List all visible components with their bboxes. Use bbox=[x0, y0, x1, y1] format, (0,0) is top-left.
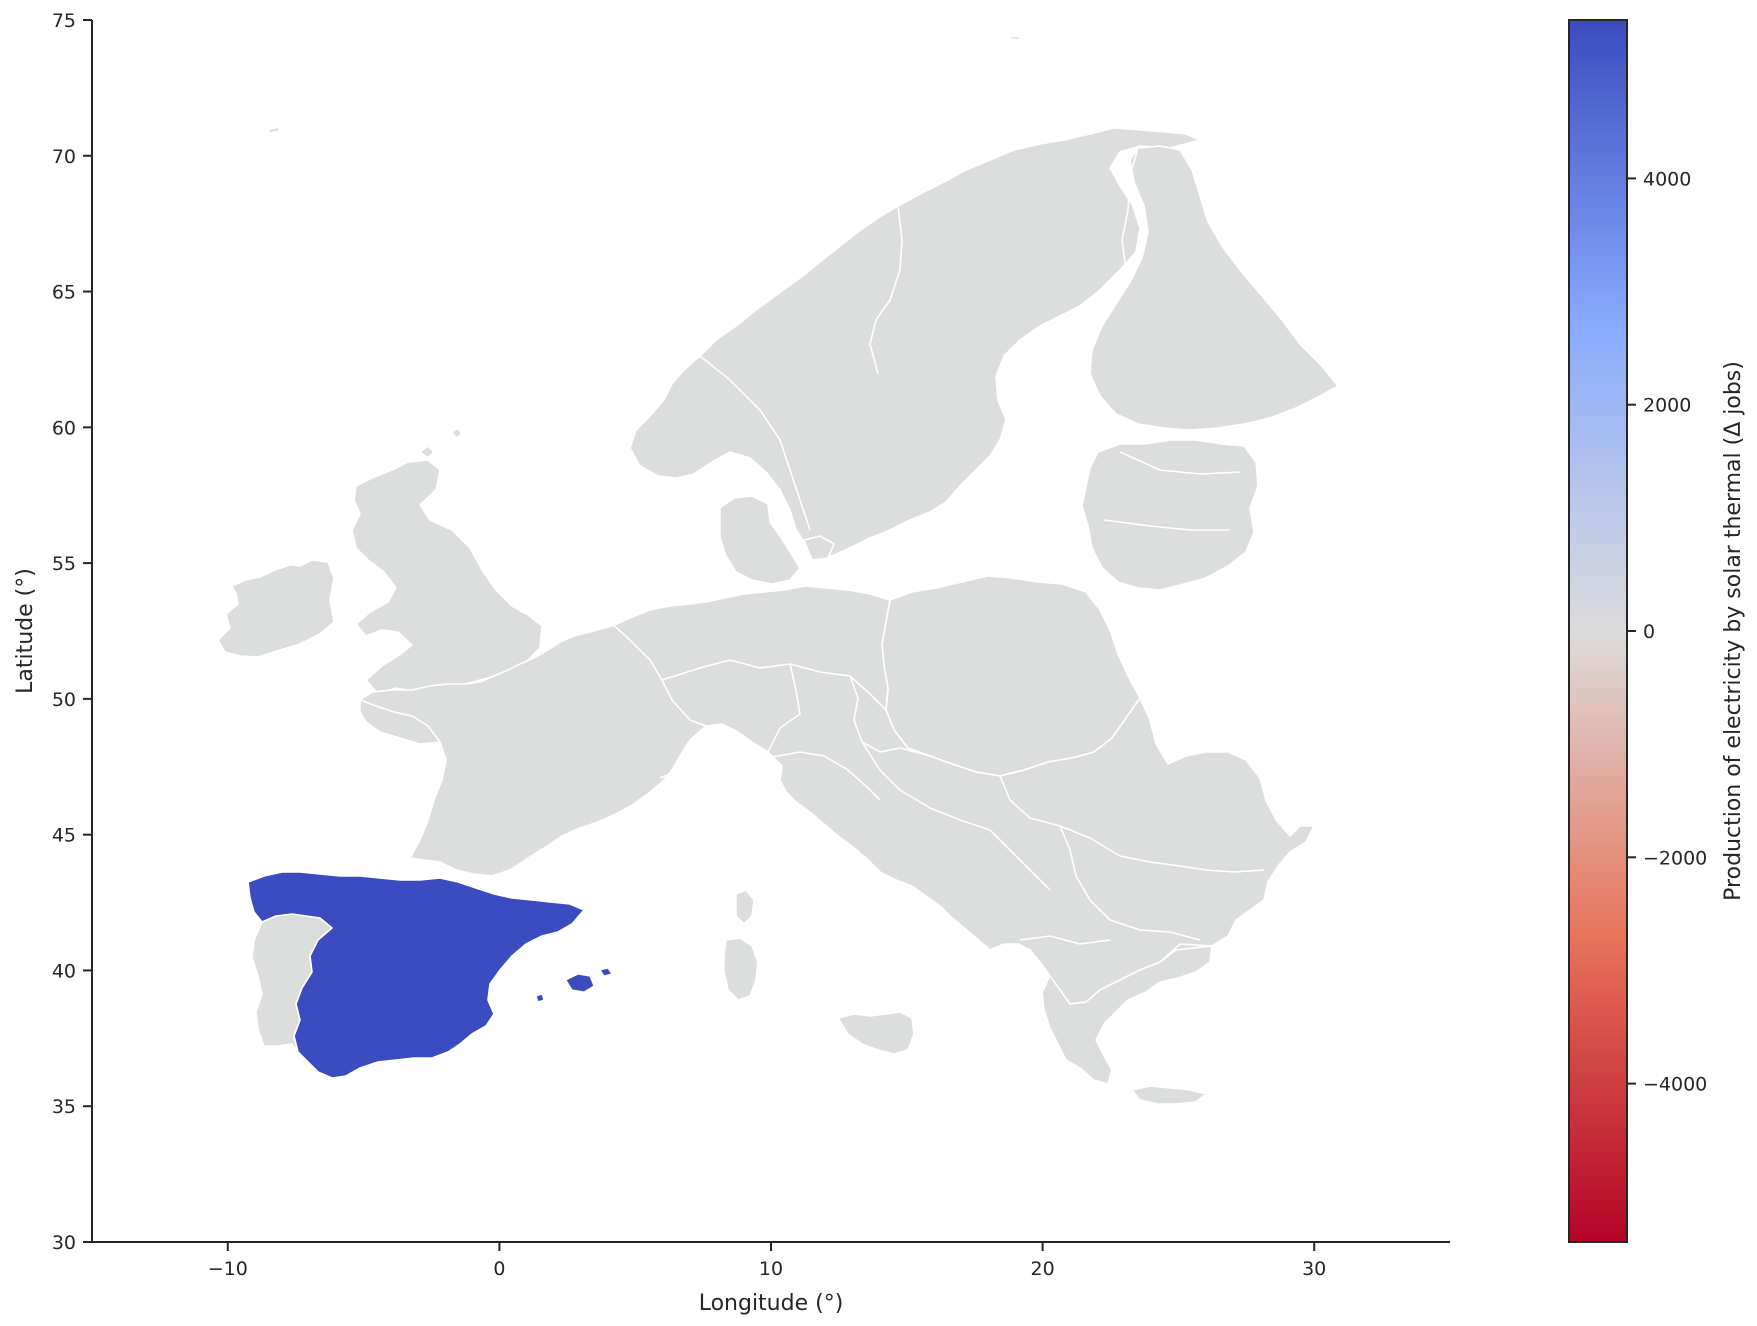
x-tick-label: 30 bbox=[1302, 1258, 1326, 1280]
x-tick-label: −10 bbox=[208, 1258, 248, 1280]
x-tick-label: 0 bbox=[493, 1258, 505, 1280]
x-axis-label: Longitude (°) bbox=[699, 1291, 844, 1316]
colorbar-tick-label: 0 bbox=[1643, 621, 1655, 643]
region-denmark bbox=[719, 495, 835, 585]
colorbar-tick-label: 2000 bbox=[1643, 395, 1691, 417]
region-scotland-islands bbox=[419, 427, 463, 459]
x-ticks: −10 0 10 20 30 bbox=[208, 1242, 1326, 1280]
region-spain bbox=[247, 871, 585, 1079]
y-ticks: 30 35 40 45 50 55 60 65 70 75 bbox=[52, 10, 92, 1254]
colorbar: −4000 −2000 0 2000 4000 Production of electr… bbox=[1568, 19, 1746, 1243]
alpine-borders bbox=[659, 751, 881, 801]
y-tick-label: 35 bbox=[52, 1096, 76, 1118]
colorbar-label: Production of electricity by solar therm… bbox=[1721, 361, 1746, 901]
y-tick-label: 45 bbox=[52, 825, 76, 847]
region-balearic-islands bbox=[535, 967, 613, 1003]
region-sardinia bbox=[723, 937, 759, 1001]
map-axes: −10 0 10 20 30 30 35 40 45 50 55 60 65 70 75 Longitud… bbox=[13, 10, 1450, 1316]
country-borders bbox=[609, 147, 1265, 963]
y-tick-label: 65 bbox=[52, 282, 76, 304]
region-ireland bbox=[217, 559, 335, 658]
y-tick-label: 60 bbox=[52, 417, 76, 439]
x-tick-label: 10 bbox=[759, 1258, 783, 1280]
colorbar-tick-label: −4000 bbox=[1643, 1074, 1707, 1096]
y-tick-label: 75 bbox=[52, 10, 76, 32]
y-axis-label: Latitude (°) bbox=[13, 568, 38, 694]
colorbar-tick-label: −2000 bbox=[1643, 847, 1707, 869]
colorbar-ticks: −4000 −2000 0 2000 4000 bbox=[1627, 168, 1707, 1096]
y-tick-label: 70 bbox=[52, 146, 76, 168]
x-tick-label: 20 bbox=[1031, 1258, 1055, 1280]
region-corsica bbox=[735, 889, 755, 925]
map-land bbox=[217, 35, 1339, 1105]
colorbar-gradient bbox=[1568, 19, 1628, 1243]
region-brittany bbox=[359, 699, 441, 745]
y-tick-label: 40 bbox=[52, 960, 76, 982]
colorbar-tick-label: 4000 bbox=[1643, 168, 1691, 190]
region-united-kingdom bbox=[351, 459, 543, 695]
region-central-europe bbox=[359, 585, 1315, 1005]
y-tick-label: 55 bbox=[52, 553, 76, 575]
region-sicily bbox=[837, 1011, 915, 1055]
region-finland bbox=[1089, 145, 1339, 431]
region-baltics bbox=[1081, 439, 1259, 591]
region-iceland bbox=[267, 126, 281, 134]
region-crete bbox=[1131, 1085, 1207, 1105]
y-tick-label: 30 bbox=[52, 1232, 76, 1254]
region-greece bbox=[1041, 945, 1213, 1085]
y-tick-label: 50 bbox=[52, 689, 76, 711]
region-small-island bbox=[1009, 35, 1023, 41]
